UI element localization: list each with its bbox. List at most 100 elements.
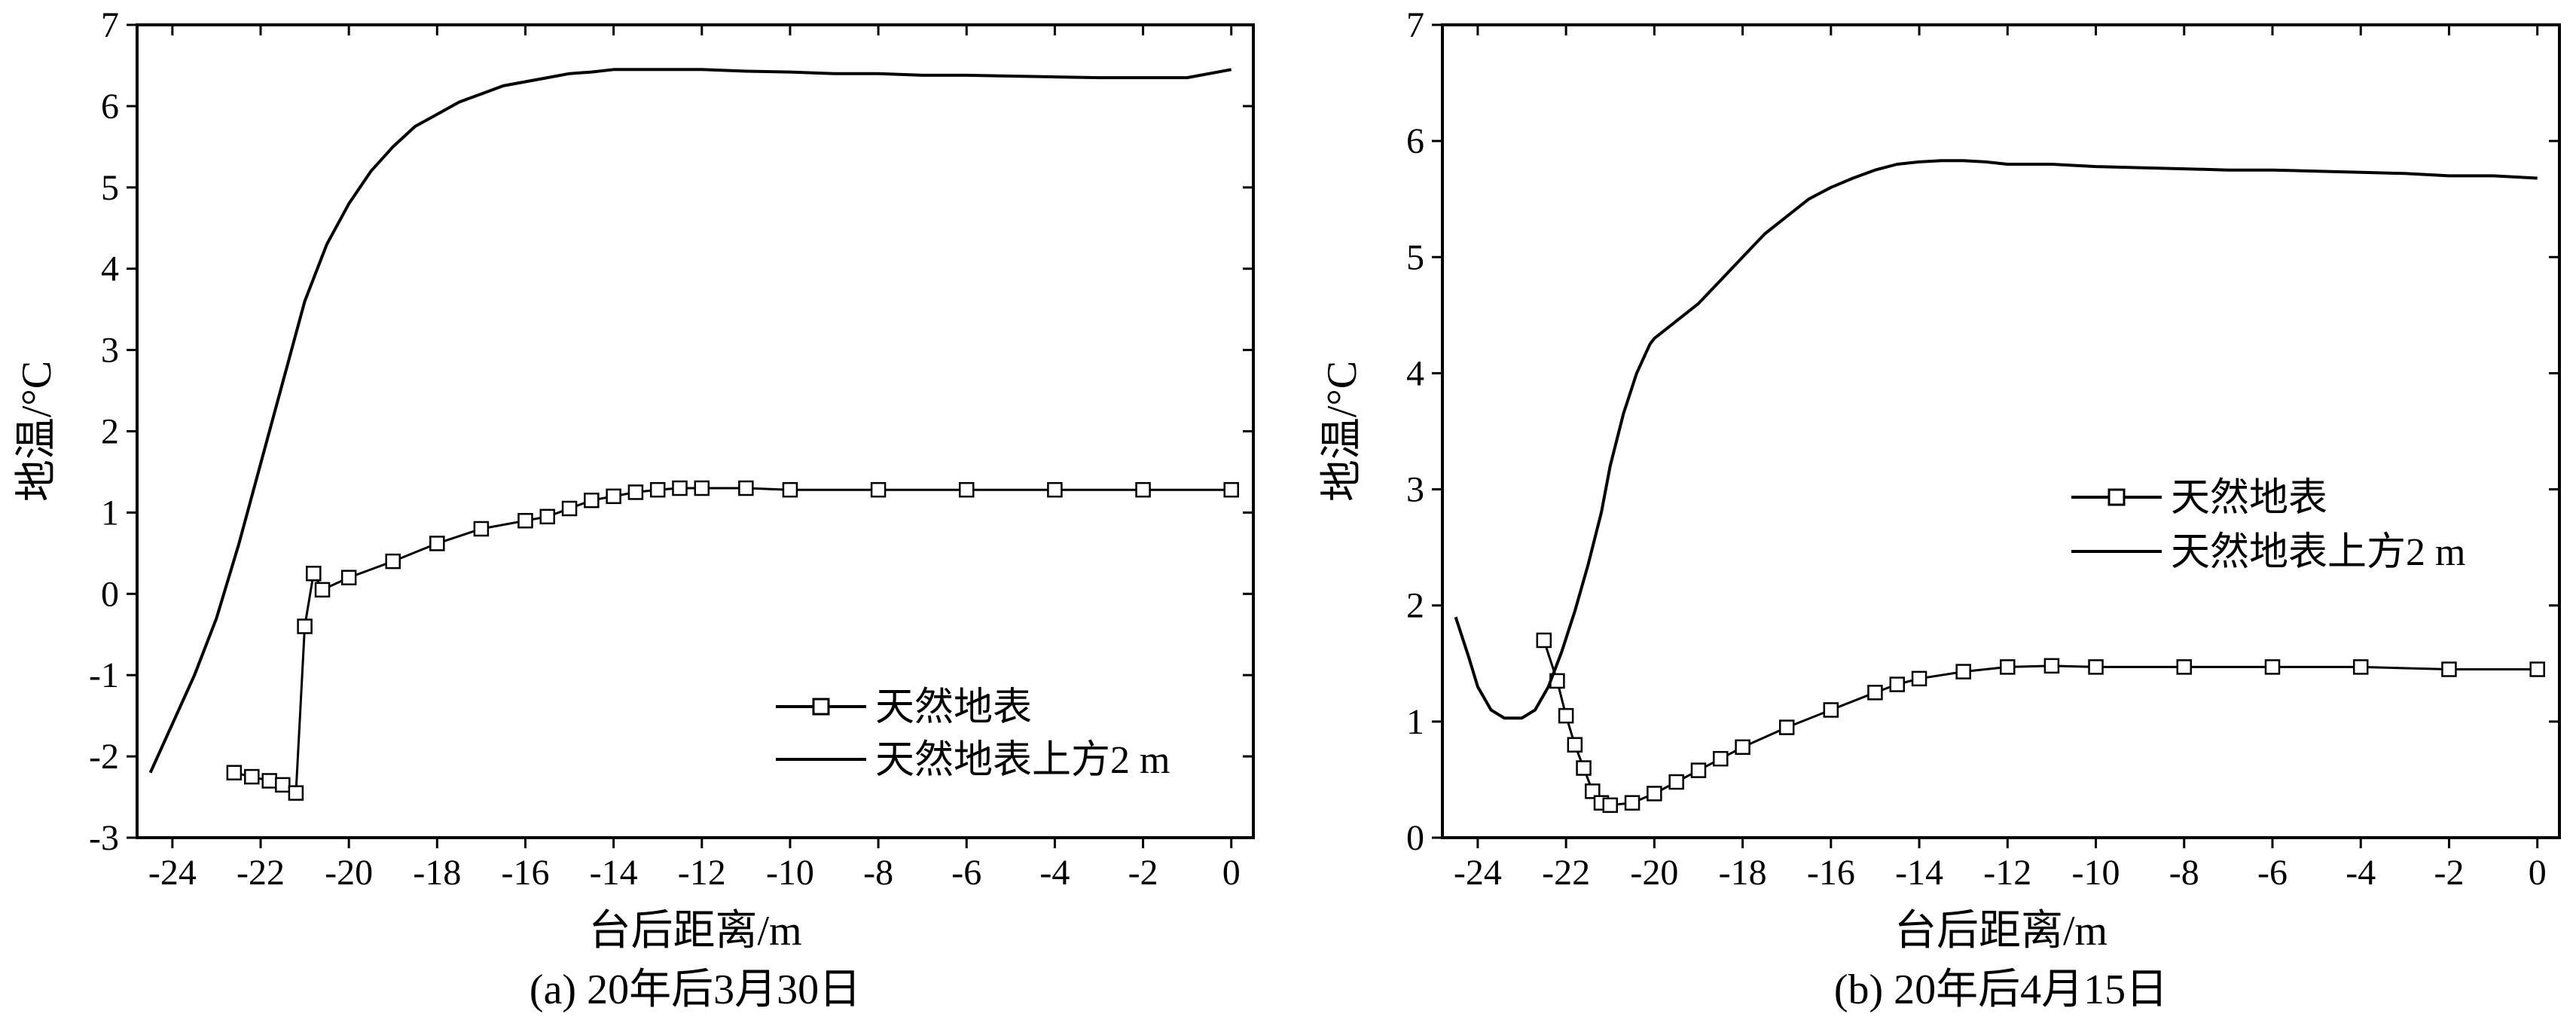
x-axis-label: 台后距离/m: [588, 908, 801, 954]
data-point-marker: [539, 508, 556, 525]
legend-label: 天然地表上方2 m: [2171, 531, 2465, 574]
x-tick-label: -14: [590, 853, 638, 893]
data-point-marker: [2000, 659, 2016, 675]
data-point-marker: [1536, 632, 1552, 649]
data-point-marker: [627, 484, 644, 500]
data-point-marker: [385, 553, 401, 570]
data-point-marker: [1668, 774, 1684, 790]
y-tick-label: 7: [101, 5, 119, 45]
data-point-marker: [288, 785, 304, 801]
x-tick-label: -8: [863, 853, 893, 893]
data-point-marker: [1911, 670, 1927, 687]
data-point-marker: [1135, 481, 1151, 498]
data-point-marker: [2352, 659, 2369, 675]
y-tick-label: 2: [101, 412, 119, 452]
data-point-marker: [1955, 664, 1971, 679]
x-tick-label: -18: [413, 853, 461, 893]
x-tick-label: -6: [2257, 853, 2288, 893]
data-point-marker: [1585, 783, 1601, 799]
data-point-marker: [473, 521, 490, 537]
data-point-marker: [782, 481, 798, 498]
x-tick-label: -4: [1039, 853, 1070, 893]
data-point-marker: [429, 536, 445, 551]
data-point-marker: [2529, 661, 2545, 677]
data-point-marker: [2264, 659, 2281, 675]
y-tick-label: 0: [101, 574, 119, 614]
y-axis-label: 地温/°C: [1319, 361, 1366, 502]
x-tick-label: -20: [325, 853, 373, 893]
x-tick-label: -10: [2072, 853, 2120, 893]
y-tick-label: -1: [89, 655, 119, 695]
x-tick-label: -2: [2434, 853, 2464, 893]
data-point-marker: [2043, 658, 2060, 674]
x-tick-label: -2: [1128, 853, 1158, 893]
x-tick-label: -24: [148, 853, 197, 893]
data-point-marker: [1558, 707, 1574, 724]
data-point-marker: [870, 481, 887, 498]
x-tick-label: -22: [1542, 853, 1590, 893]
series-line-2: [148, 68, 1232, 774]
data-point-marker: [340, 570, 357, 585]
legend-label: 天然地表: [2171, 477, 2327, 520]
series-line-1: [1543, 640, 2538, 807]
data-point-marker: [1713, 750, 1729, 767]
chart-caption: (b) 20年后4月15日: [1834, 967, 2168, 1013]
data-point-marker: [1576, 760, 1592, 776]
y-tick-label: -2: [89, 737, 119, 777]
x-tick-label: 0: [2529, 853, 2547, 893]
series-line-2: [1454, 159, 2538, 720]
data-point-marker: [958, 481, 975, 498]
x-tick-label: -12: [678, 853, 726, 893]
y-tick-label: 6: [101, 87, 119, 127]
data-point-marker: [649, 481, 666, 498]
y-tick-label: 1: [101, 493, 119, 533]
data-point-marker: [1047, 481, 1063, 498]
data-point-marker: [226, 765, 243, 780]
y-tick-label: 7: [1406, 5, 1424, 45]
x-tick-label: -8: [2169, 853, 2199, 893]
data-point-marker: [606, 488, 621, 505]
x-tick-label: -18: [1719, 853, 1767, 893]
legend-label: 天然地表: [875, 686, 1032, 729]
data-point-marker: [297, 618, 313, 634]
y-tick-label: 2: [1406, 586, 1424, 626]
data-point-marker: [1867, 685, 1883, 701]
data-point-marker: [314, 582, 331, 598]
x-tick-label: -16: [501, 853, 549, 893]
chart-caption: (a) 20年后3月30日: [530, 967, 861, 1013]
legend-label: 天然地表上方2 m: [875, 739, 1170, 782]
y-tick-label: 4: [101, 249, 119, 289]
x-tick-label: -4: [2346, 853, 2376, 893]
y-tick-label: -3: [89, 818, 119, 858]
data-point-marker: [1778, 719, 1795, 735]
chart-panel-a: -24 -22 -20 -18 -16 -14 -12 -10 -8 -6 -4 -2 0-3-2-10…: [14, 5, 1255, 1013]
data-point-marker: [1690, 762, 1707, 778]
data-point-marker: [694, 480, 710, 496]
y-tick-label: 5: [101, 168, 119, 208]
data-point-marker: [1567, 737, 1583, 753]
y-tick-label: 3: [101, 331, 119, 371]
data-point-marker: [1647, 786, 1662, 802]
x-tick-label: 0: [1222, 853, 1241, 893]
x-tick-label: -20: [1630, 853, 1678, 893]
y-tick-label: 5: [1406, 237, 1424, 277]
x-axis-label: 台后距离/m: [1894, 908, 2107, 954]
y-tick-label: 3: [1406, 470, 1424, 510]
data-point-marker: [1624, 795, 1641, 811]
data-point-marker: [2088, 659, 2104, 675]
x-tick-label: -12: [1983, 853, 2031, 893]
data-point-marker: [2441, 661, 2457, 677]
y-axis-label: 地温/°C: [14, 361, 60, 502]
legend-marker: [2107, 488, 2126, 506]
data-point-marker: [561, 500, 578, 517]
data-point-marker: [738, 480, 754, 496]
legend-marker: [812, 698, 830, 716]
plot-frame: [1441, 23, 2561, 839]
y-tick-label: 1: [1406, 702, 1424, 742]
data-point-marker: [1735, 739, 1750, 756]
x-tick-label: -6: [951, 853, 981, 893]
data-point-marker: [261, 773, 277, 789]
x-tick-label: -16: [1807, 853, 1855, 893]
data-point-marker: [306, 566, 322, 582]
